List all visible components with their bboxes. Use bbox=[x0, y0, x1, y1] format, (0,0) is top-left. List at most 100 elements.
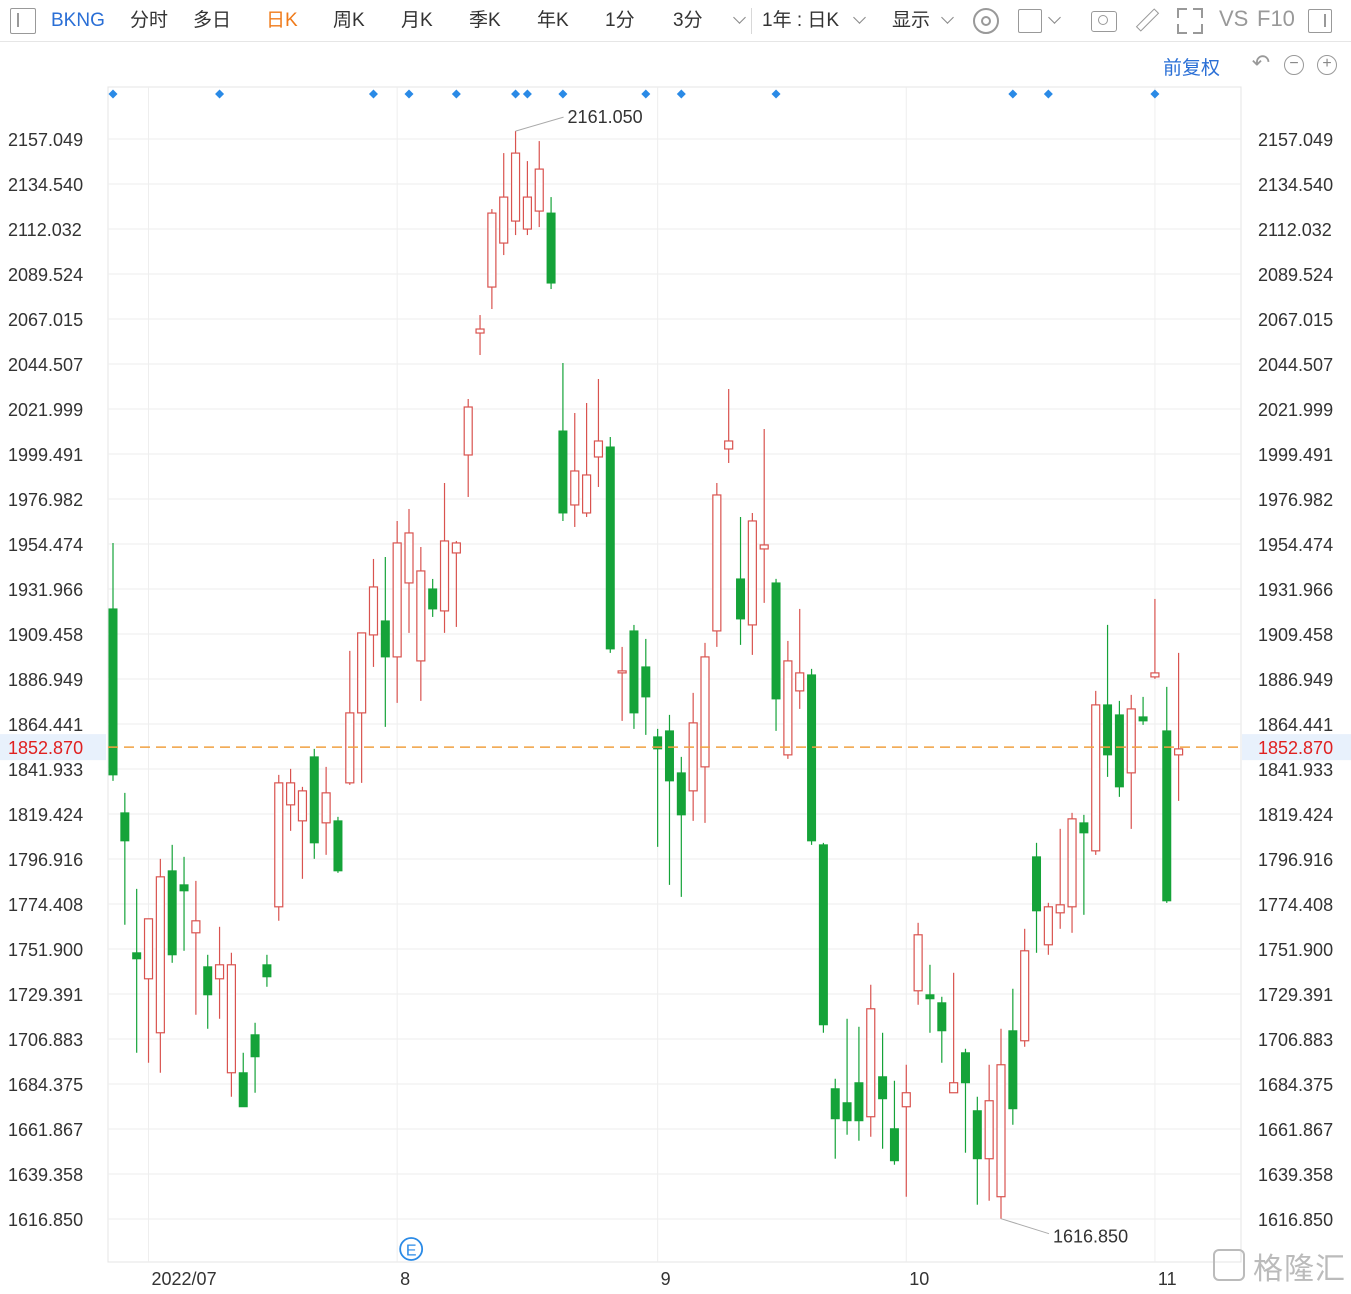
candle[interactable] bbox=[1091, 690, 1101, 855]
candle[interactable] bbox=[333, 816, 343, 873]
candle[interactable] bbox=[795, 608, 805, 709]
dividend-markers[interactable] bbox=[108, 89, 1160, 99]
dividend-marker[interactable] bbox=[1043, 89, 1053, 99]
range-select[interactable]: 1年 : 日K bbox=[762, 10, 840, 31]
candle[interactable] bbox=[747, 512, 757, 655]
dividend-marker[interactable] bbox=[404, 89, 414, 99]
camera-icon[interactable] bbox=[1091, 11, 1117, 32]
candle[interactable] bbox=[1067, 812, 1077, 933]
candle[interactable] bbox=[830, 1078, 840, 1159]
candle[interactable] bbox=[724, 389, 734, 463]
candle[interactable] bbox=[1008, 988, 1018, 1125]
tab-yuek[interactable]: 月K bbox=[401, 10, 433, 31]
candle[interactable] bbox=[688, 692, 698, 821]
dividend-marker[interactable] bbox=[676, 89, 686, 99]
candle[interactable] bbox=[155, 858, 165, 1073]
candle[interactable] bbox=[120, 792, 130, 925]
dividend-marker[interactable] bbox=[558, 89, 568, 99]
candle[interactable] bbox=[700, 642, 710, 823]
candle[interactable] bbox=[807, 668, 817, 845]
candle[interactable] bbox=[1103, 624, 1113, 777]
candle[interactable] bbox=[463, 399, 473, 497]
candles[interactable] bbox=[108, 131, 1184, 1219]
candle[interactable] bbox=[676, 756, 686, 897]
candle[interactable] bbox=[392, 520, 402, 703]
candle[interactable] bbox=[167, 844, 177, 963]
candle[interactable] bbox=[487, 209, 497, 310]
panel-toggle-icon[interactable] bbox=[10, 8, 36, 34]
candle[interactable] bbox=[321, 766, 331, 855]
candle[interactable] bbox=[345, 650, 355, 785]
candle[interactable] bbox=[380, 556, 390, 727]
candle[interactable] bbox=[783, 640, 793, 759]
candle[interactable] bbox=[226, 952, 236, 1097]
candle[interactable] bbox=[937, 996, 947, 1063]
candle[interactable] bbox=[297, 786, 308, 879]
candle[interactable] bbox=[357, 632, 367, 783]
candle[interactable] bbox=[274, 774, 284, 921]
candle[interactable] bbox=[428, 578, 438, 617]
candle[interactable] bbox=[1020, 928, 1030, 1047]
dividend-marker[interactable] bbox=[771, 89, 781, 99]
tab-duori[interactable]: 多日 bbox=[193, 10, 232, 31]
adjust-price-select[interactable]: 前复权 bbox=[1163, 58, 1221, 79]
dividend-marker[interactable] bbox=[1008, 89, 1018, 99]
candle[interactable] bbox=[1126, 694, 1136, 829]
candle[interactable] bbox=[250, 1022, 260, 1093]
candle[interactable] bbox=[143, 918, 154, 1063]
candle[interactable] bbox=[1032, 842, 1042, 953]
candle[interactable] bbox=[664, 714, 674, 885]
tab-rik[interactable]: 日K bbox=[266, 10, 298, 31]
fullscreen-icon[interactable] bbox=[1177, 8, 1203, 34]
candle[interactable] bbox=[214, 926, 225, 1019]
zoom-out-icon[interactable]: − bbox=[1284, 55, 1304, 75]
display-button[interactable]: 显示 bbox=[892, 10, 931, 31]
dividend-marker[interactable] bbox=[641, 89, 651, 99]
candle[interactable] bbox=[866, 984, 876, 1137]
candle[interactable] bbox=[570, 412, 580, 527]
candle[interactable] bbox=[736, 516, 746, 645]
candle[interactable] bbox=[546, 197, 556, 290]
earnings-event-marker[interactable] bbox=[399, 1237, 424, 1261]
candle[interactable] bbox=[132, 888, 142, 1053]
candle[interactable] bbox=[475, 315, 485, 356]
dividend-marker[interactable] bbox=[522, 89, 532, 99]
candle[interactable] bbox=[901, 1064, 911, 1197]
candle[interactable] bbox=[653, 728, 663, 847]
candle[interactable] bbox=[286, 768, 296, 831]
candle[interactable] bbox=[913, 922, 923, 1005]
dividend-marker[interactable] bbox=[108, 89, 118, 99]
candle[interactable] bbox=[262, 954, 272, 987]
candle[interactable] bbox=[238, 1052, 248, 1108]
candle[interactable] bbox=[510, 131, 521, 236]
tab-niank[interactable]: 年K bbox=[537, 10, 569, 31]
tab-3min[interactable]: 3分 bbox=[673, 10, 703, 31]
vs-button[interactable]: VS bbox=[1219, 6, 1249, 31]
candle[interactable] bbox=[368, 558, 379, 667]
candle[interactable] bbox=[878, 1032, 888, 1149]
candle[interactable] bbox=[1150, 598, 1160, 679]
tab-fenshi[interactable]: 分时 bbox=[130, 10, 169, 31]
candle[interactable] bbox=[108, 542, 118, 781]
candle[interactable] bbox=[404, 508, 414, 633]
candle[interactable] bbox=[309, 748, 319, 859]
candle[interactable] bbox=[972, 1096, 982, 1205]
dividend-marker[interactable] bbox=[451, 89, 461, 99]
dividend-marker[interactable] bbox=[1150, 89, 1160, 99]
candle[interactable] bbox=[996, 1028, 1006, 1219]
f10-button[interactable]: F10 bbox=[1257, 6, 1295, 31]
candle[interactable] bbox=[558, 363, 568, 521]
candle[interactable] bbox=[581, 403, 592, 517]
candle[interactable] bbox=[439, 482, 450, 633]
candle[interactable] bbox=[451, 540, 461, 627]
dividend-marker[interactable] bbox=[511, 89, 521, 99]
dividend-marker[interactable] bbox=[215, 89, 225, 99]
candle[interactable] bbox=[1162, 686, 1172, 903]
undo-icon[interactable]: ↶ bbox=[1251, 50, 1271, 75]
candle[interactable] bbox=[949, 972, 959, 1094]
candle[interactable] bbox=[889, 1080, 899, 1165]
candle[interactable] bbox=[1138, 696, 1148, 725]
candle[interactable] bbox=[416, 546, 426, 701]
symbol-label[interactable]: BKNG bbox=[51, 10, 105, 31]
